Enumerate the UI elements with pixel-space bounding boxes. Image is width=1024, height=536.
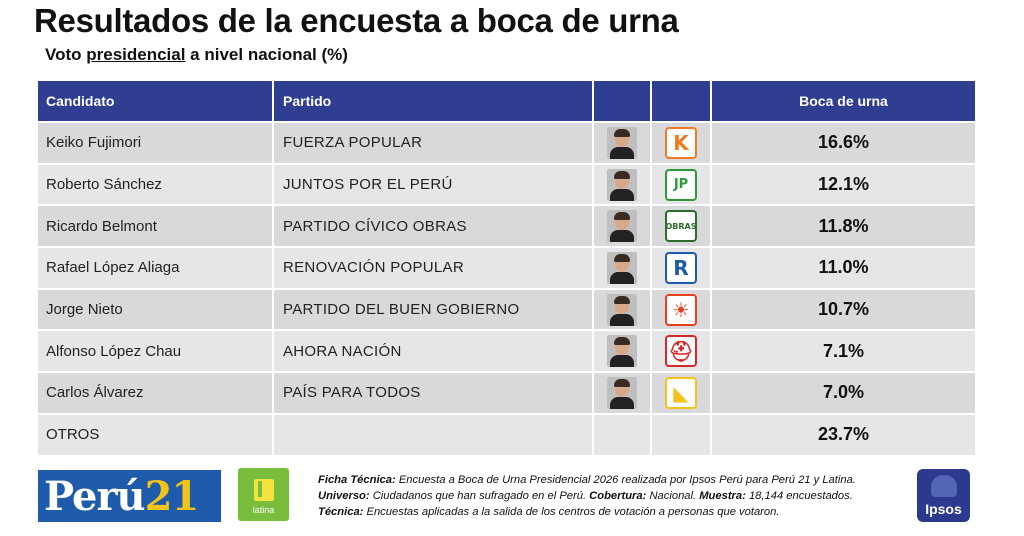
ipsos-silhouette-icon [931,475,957,497]
table-row: Alfonso López Chau AHORA NACIÓN ⛑ 7.1% [38,329,975,372]
muestra-label: Muestra: [699,490,746,502]
candidate-name: Ricardo Belmont [38,206,274,247]
candidate-name: Rafael López Aliaga [38,248,274,288]
party-logo-icon: ⛑ [665,335,697,368]
vote-percentage: 12.1% [817,174,870,195]
candidate-photo-icon [607,376,637,409]
candidate-name: OTROS [38,414,274,455]
tecnica-text: Encuestas aplicadas a la salida de los c… [363,506,780,518]
vote-percentage: 7.1% [822,340,865,361]
logo-cell: ⛑ [652,331,712,372]
subtitle-suffix: a nivel nacional (%) [185,45,348,64]
vote-percentage: 7.0% [822,382,865,403]
ficha-line-3: Técnica: Encuestas aplicadas a la salida… [318,504,856,520]
peru21-logo-number: 21 [144,472,200,520]
candidate-photo-icon [607,335,637,368]
candidate-photo-icon [607,126,637,159]
vote-percentage: 11.8% [818,215,869,236]
header-photo [594,81,652,121]
peru21-logo-text: Perú [44,472,146,520]
photo-cell [594,206,652,247]
party-name: JUNTOS POR EL PERÚ [274,164,594,205]
candidate-name: Alfonso López Chau [38,331,274,372]
photo-cell [594,164,652,205]
photo-cell [594,289,652,330]
muestra-text: 18,144 encuestados. [745,490,853,502]
candidate-photo-icon [607,293,637,326]
candidate-name: Carlos Álvarez [38,373,274,413]
vote-percentage: 16.6% [817,132,870,153]
party-logo-icon: ◣ [665,376,697,409]
latina-logo-text: latina [252,505,275,515]
photo-cell [594,331,652,372]
subtitle-prefix: Voto [45,45,87,64]
peru21-logo: Perú 21 [38,470,221,522]
logo-cell: ☀ [652,289,712,330]
candidate-photo-icon [607,168,637,201]
candidate-photo-icon [607,251,637,284]
party-logo-icon: ☀ [665,293,697,326]
table-row: Keiko Fujimori FUERZA POPULAR K 16.6% [38,121,975,163]
party-name [274,414,594,455]
page-title: Resultados de la encuesta a boca de urna [34,2,679,39]
logo-cell [652,414,712,455]
cobertura-label: Cobertura: [589,490,647,502]
table-body: Keiko Fujimori FUERZA POPULAR K 16.6% Robert… [38,121,975,455]
table-row: Rafael López Aliaga RENOVACIÓN POPULAR R 11… [38,246,975,288]
photo-cell [594,123,652,163]
cobertura-text: Nacional. [646,490,700,502]
vote-percentage: 11.0% [818,257,869,278]
candidate-name: Jorge Nieto [38,289,274,330]
universo-label: Universo: [318,490,370,502]
header-logo [652,81,712,121]
party-name: AHORA NACIÓN [274,331,594,372]
table-row: Carlos Álvarez PAÍS PARA TODOS ◣ 7.0% [38,371,975,413]
subtitle-underlined: presidencial [86,45,186,64]
latina-mark-icon [253,479,274,501]
candidate-photo-icon [607,210,637,243]
candidate-name: Roberto Sánchez [38,164,274,205]
latina-logo: latina [238,468,289,521]
ficha-label: Ficha Técnica: [318,474,396,486]
photo-cell [594,373,652,413]
vote-percentage: 23.7% [817,424,870,445]
party-name: FUERZA POPULAR [274,123,594,163]
ficha-text: Encuesta a Boca de Urna Presidencial 202… [395,474,856,486]
party-name: PAÍS PARA TODOS [274,373,594,413]
table-row: OTROS 23.7% [38,412,975,455]
photo-cell [594,248,652,288]
ipsos-logo-text: Ipsos [925,501,962,517]
table-header: Candidato Partido Boca de urna [38,81,975,121]
results-table: Candidato Partido Boca de urna Keiko Fuj… [38,81,975,455]
universo-text: Ciudadanos que han sufragado en el Perú. [369,490,590,502]
party-name: PARTIDO CÍVICO OBRAS [274,206,594,247]
ipsos-logo: Ipsos [917,469,970,522]
logo-cell: R [652,248,712,288]
table-row: Roberto Sánchez JUNTOS POR EL PERÚ JP 12.1% [38,162,975,205]
ficha-line-1: Ficha Técnica: Encuesta a Boca de Urna P… [318,472,856,488]
logo-cell: ◣ [652,373,712,413]
table-row: Ricardo Belmont PARTIDO CÍVICO OBRAS OBRAS… [38,204,975,247]
candidate-name: Keiko Fujimori [38,123,274,163]
party-logo-icon: K [665,126,697,159]
party-name: RENOVACIÓN POPULAR [274,248,594,288]
technical-sheet: Ficha Técnica: Encuesta a Boca de Urna P… [318,472,856,520]
party-logo-icon: OBRAS [665,210,697,243]
logo-cell: K [652,123,712,163]
photo-cell [594,414,652,455]
tecnica-label: Técnica: [318,506,364,518]
party-logo-icon: R [665,251,697,284]
party-logo-icon: JP [665,168,697,201]
party-name: PARTIDO DEL BUEN GOBIERNO [274,289,594,330]
header-candidato: Candidato [38,81,274,121]
logo-cell: JP [652,164,712,205]
table-row: Jorge Nieto PARTIDO DEL BUEN GOBIERNO ☀ 10.… [38,287,975,330]
ficha-line-2: Universo: Ciudadanos que han sufragado e… [318,488,856,504]
vote-percentage: 10.7% [817,299,870,320]
header-partido: Partido [274,81,594,121]
logo-cell: OBRAS [652,206,712,247]
page-subtitle: Voto presidencial a nivel nacional (%) [45,45,348,65]
header-boca-de-urna: Boca de urna [799,93,888,109]
